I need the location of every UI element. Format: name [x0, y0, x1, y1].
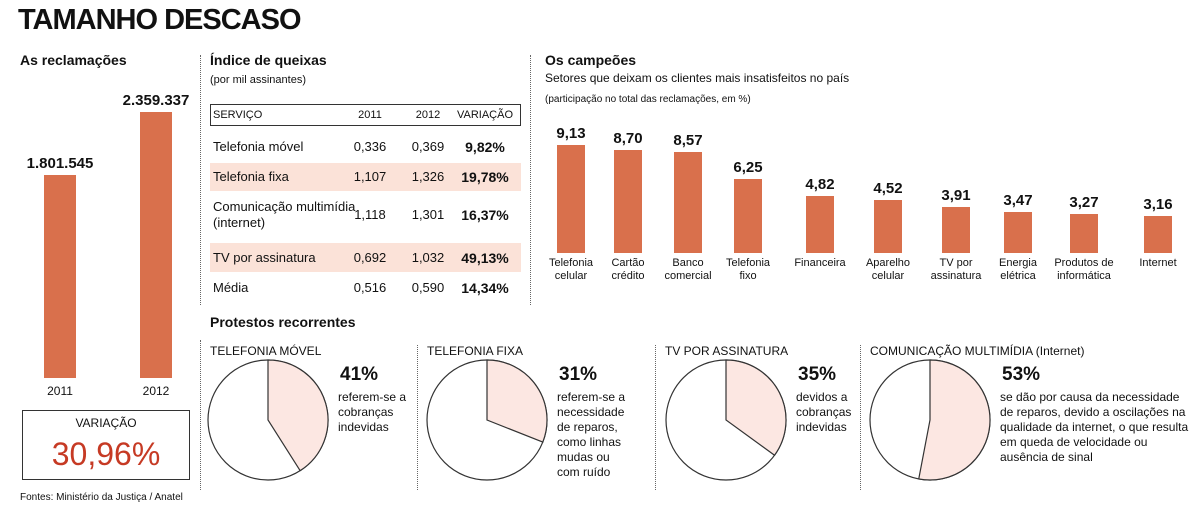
table-header: VARIAÇÃO — [456, 109, 514, 121]
table-cell: 49,13% — [461, 249, 509, 266]
category-label: 2012 — [142, 384, 170, 398]
value-label: 4,52 — [873, 179, 903, 197]
pie-title: TV POR ASSINATURA — [665, 344, 789, 358]
pie-value-label: 41% — [340, 364, 379, 385]
section-title: Protestos recorrentes — [210, 314, 356, 330]
table-cell: 19,78% — [461, 169, 509, 185]
pie-slice — [918, 359, 991, 481]
table-cell: 1,118 — [354, 207, 386, 222]
category-label: Telefonia celular — [548, 257, 594, 282]
title: TAMANHO DESCASO — [18, 4, 302, 36]
value-label: 9,13 — [556, 125, 586, 142]
divider — [860, 345, 861, 490]
pie-slice — [486, 359, 548, 443]
table-cell: 1,301 — [411, 207, 445, 222]
pie-annotation: devidos a cobranças indevidas — [796, 390, 852, 434]
row-shade — [210, 243, 521, 272]
pie-slice — [725, 359, 787, 457]
category-label: Cartão crédito — [611, 257, 645, 282]
table-header: 2012 — [415, 109, 441, 121]
bar — [674, 151, 702, 253]
pie-annotation: referem-se a cobranças indevidas — [338, 390, 407, 434]
value-label: 3,91 — [941, 186, 971, 204]
category-label: Internet — [1139, 257, 1177, 269]
table-cell: 0,516 — [353, 279, 387, 295]
category-label: Produtos de informática — [1054, 257, 1114, 282]
bar — [874, 199, 902, 253]
bar — [614, 150, 642, 253]
table-cell: 0,590 — [411, 279, 445, 295]
bar — [1070, 214, 1098, 253]
variation-label: VARIAÇÃO — [75, 416, 137, 430]
pie-value-label: 35% — [798, 364, 837, 385]
value-label: 1.801.545 — [26, 154, 94, 172]
bar — [557, 145, 585, 253]
bar — [140, 112, 172, 378]
chart-title: As reclamações — [20, 52, 127, 68]
table-cell: 1,326 — [411, 169, 445, 184]
category-label: Financeira — [794, 257, 846, 269]
bar — [1004, 211, 1032, 253]
table-cell: Telefonia fixa — [213, 169, 289, 184]
table-cell: 1,032 — [411, 249, 445, 265]
source: Fontes: Ministério da Justiça / Anatel — [20, 492, 183, 503]
value-label: 6,25 — [733, 159, 763, 177]
table-title: Índice de queixas — [210, 52, 327, 68]
chart-note: (participação no total das reclamações, … — [545, 94, 751, 105]
bar — [806, 195, 834, 253]
divider — [200, 55, 201, 305]
table-subtitle: (por mil assinantes) — [210, 74, 306, 86]
table-cell: 0,369 — [411, 138, 445, 154]
bar — [1144, 215, 1172, 253]
pie-value-label: 53% — [1002, 364, 1041, 385]
table-cell: TV por assinatura — [213, 249, 316, 265]
divider — [655, 345, 656, 490]
table-cell: 1,107 — [353, 169, 387, 184]
pie-title: TELEFONIA FIXA — [427, 344, 524, 358]
divider — [530, 55, 531, 305]
value-label: 8,70 — [613, 130, 643, 148]
table-cell: Média — [213, 279, 249, 295]
value-label: 3,16 — [1143, 195, 1173, 213]
bar — [734, 179, 762, 253]
variation-box — [22, 410, 190, 480]
table-cell: 0,336 — [353, 138, 387, 154]
value-label: 8,57 — [673, 131, 703, 149]
category-label: 2011 — [47, 384, 73, 398]
category-label: Telefonia fixo — [725, 257, 771, 282]
category-label: Banco comercial — [664, 257, 712, 282]
chart-subtitle: Setores que deixam os clientes mais insa… — [545, 71, 850, 85]
table-cell: 0,692 — [353, 249, 387, 265]
table-cell: 16,37% — [461, 207, 509, 223]
bar — [942, 206, 970, 253]
bar — [44, 174, 76, 378]
value-label: 2.359.337 — [122, 92, 190, 109]
table-cell: 14,34% — [461, 279, 509, 296]
category-label: Aparelho celular — [865, 257, 911, 282]
pie-annotation: referem-se a necessidade de reparos, com… — [557, 390, 626, 479]
table-cell: Comunicação multimídia (internet) — [213, 199, 356, 230]
divider — [200, 340, 201, 490]
value-label: 4,82 — [805, 175, 835, 193]
table-cell: Telefonia móvel — [213, 138, 304, 154]
row-shade — [210, 163, 521, 191]
pie-title: TELEFONIA MÓVEL — [210, 344, 322, 358]
pie-slice — [267, 359, 329, 472]
category-label: TV por assinatura — [930, 257, 982, 282]
chart-title: Os campeões — [545, 52, 637, 68]
table-header: 2011 — [358, 109, 382, 121]
category-label: Energia elétrica — [999, 257, 1037, 282]
value-label: 3,47 — [1003, 191, 1033, 209]
divider — [417, 345, 418, 490]
pie-value-label: 31% — [559, 364, 598, 385]
table-header: SERVIÇO — [213, 109, 263, 121]
pie-title: COMUNICAÇÃO MULTIMÍDIA (Internet) — [870, 344, 1085, 358]
variation-value: 30,96% — [51, 436, 161, 472]
pie-annotation: se dão por causa da necessidade de repar… — [1000, 390, 1189, 464]
table-cell: 9,82% — [465, 138, 505, 155]
value-label: 3,27 — [1069, 194, 1099, 212]
table-header-box — [210, 104, 521, 126]
